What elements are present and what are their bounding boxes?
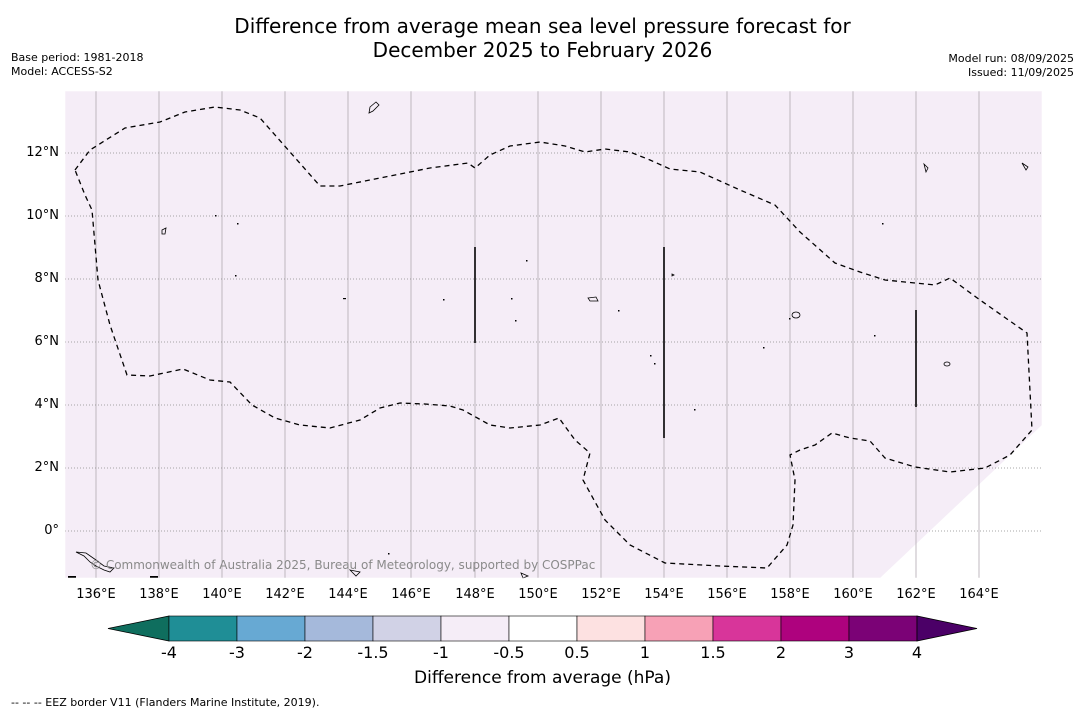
colorbar-tick: -3	[229, 643, 245, 662]
colorbar-segment	[168, 615, 238, 642]
lat-label-2n: 2°N	[34, 460, 60, 475]
colorbar-segment	[712, 615, 782, 642]
metadata-left: Base period: 1981-2018 Model: ACCESS-S2	[11, 51, 143, 79]
lon-label-156e: 156°E	[707, 587, 747, 602]
colorbar-tick: -1.5	[357, 643, 389, 662]
island-dots	[68, 215, 884, 578]
base-period-text: Base period: 1981-2018	[11, 51, 144, 64]
colorbar-segment	[780, 615, 850, 642]
metadata-right: Model run: 08/09/2025 Issued: 11/09/2025	[948, 52, 1074, 80]
lat-label-10n: 10°N	[26, 208, 59, 223]
colorbar-segment	[576, 615, 646, 642]
colorbar-label: Difference from average (hPa)	[414, 668, 671, 688]
colorbar-tick: 1	[639, 643, 651, 662]
colorbar-tick: 2	[775, 643, 787, 662]
lon-label-138e: 138°E	[139, 587, 179, 602]
lon-label-162e: 162°E	[896, 587, 936, 602]
lon-label-158e: 158°E	[770, 587, 810, 602]
colorbar-tick: 0.5	[564, 643, 590, 662]
model-text: Model: ACCESS-S2	[11, 65, 113, 78]
lon-label-140e: 140°E	[202, 587, 242, 602]
chart-title: Difference from average mean sea level p…	[0, 14, 1085, 62]
colorbar-segment	[372, 615, 442, 642]
lon-label-154e: 154°E	[644, 587, 684, 602]
lon-label-136e: 136°E	[76, 587, 116, 602]
colorbar-tick: -2	[297, 643, 313, 662]
lon-label-164e: 164°E	[959, 587, 999, 602]
colorbar-segment	[644, 615, 714, 642]
colorbar-tick: -4	[161, 643, 177, 662]
footer-legend: -- -- -- EEZ border V11 (Flanders Marine…	[11, 696, 320, 709]
colorbar-tick: 1.5	[700, 643, 726, 662]
title-line-2: December 2025 to February 2026	[372, 38, 713, 62]
colorbar-tick: 4	[911, 643, 923, 662]
lat-label-4n: 4°N	[34, 397, 60, 412]
missing-data-area	[880, 425, 1042, 578]
islands	[75, 101, 1029, 579]
colorbar-tick: -0.5	[493, 643, 525, 662]
graticule	[65, 91, 1042, 578]
copyright-text: © Commonwealth of Australia 2025, Bureau…	[90, 558, 596, 572]
colorbar-tick: -1	[433, 643, 449, 662]
colorbar-segment	[304, 615, 374, 642]
lon-label-142e: 142°E	[265, 587, 305, 602]
lon-label-146e: 146°E	[391, 587, 431, 602]
colorbar-segment	[508, 615, 578, 642]
lon-label-152e: 152°E	[581, 587, 621, 602]
lat-label-0: 0°	[44, 523, 59, 538]
eez-border	[74, 106, 1033, 569]
colorbar-segment	[848, 615, 918, 642]
lat-label-12n: 12°N	[26, 145, 59, 160]
lat-label-8n: 8°N	[34, 271, 60, 286]
lon-label-150e: 150°E	[518, 587, 558, 602]
colorbar-over-triangle	[916, 615, 978, 642]
map-frame	[64, 90, 1043, 579]
title-line-1: Difference from average mean sea level p…	[234, 14, 851, 38]
lon-label-144e: 144°E	[328, 587, 368, 602]
eez-boundary-segments	[474, 247, 917, 438]
model-run-text: Model run: 08/09/2025	[948, 52, 1074, 65]
lat-label-6n: 6°N	[34, 334, 60, 349]
issued-text: Issued: 11/09/2025	[967, 66, 1074, 79]
colorbar-under-triangle	[107, 615, 170, 642]
colorbar	[107, 615, 978, 642]
lon-label-160e: 160°E	[833, 587, 873, 602]
colorbar-tick: 3	[843, 643, 855, 662]
colorbar-segment	[236, 615, 306, 642]
colorbar-segments	[168, 615, 918, 642]
colorbar-segment	[440, 615, 510, 642]
lon-label-148e: 148°E	[455, 587, 495, 602]
map-background	[65, 91, 1042, 578]
